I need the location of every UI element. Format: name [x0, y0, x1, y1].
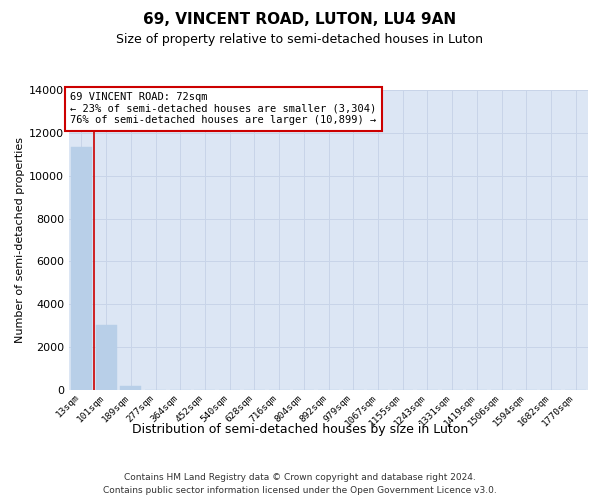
Bar: [71, 147, 92, 390]
Text: Contains public sector information licensed under the Open Government Licence v3: Contains public sector information licen…: [103, 486, 497, 495]
Bar: [95, 326, 116, 390]
Text: Contains HM Land Registry data © Crown copyright and database right 2024.: Contains HM Land Registry data © Crown c…: [124, 472, 476, 482]
Y-axis label: Number of semi-detached properties: Number of semi-detached properties: [15, 137, 25, 343]
Text: 69, VINCENT ROAD, LUTON, LU4 9AN: 69, VINCENT ROAD, LUTON, LU4 9AN: [143, 12, 457, 28]
Text: 69 VINCENT ROAD: 72sqm
← 23% of semi-detached houses are smaller (3,304)
76% of : 69 VINCENT ROAD: 72sqm ← 23% of semi-det…: [70, 92, 376, 126]
Text: Distribution of semi-detached houses by size in Luton: Distribution of semi-detached houses by …: [132, 422, 468, 436]
Bar: [120, 386, 141, 390]
Text: Size of property relative to semi-detached houses in Luton: Size of property relative to semi-detach…: [116, 32, 484, 46]
